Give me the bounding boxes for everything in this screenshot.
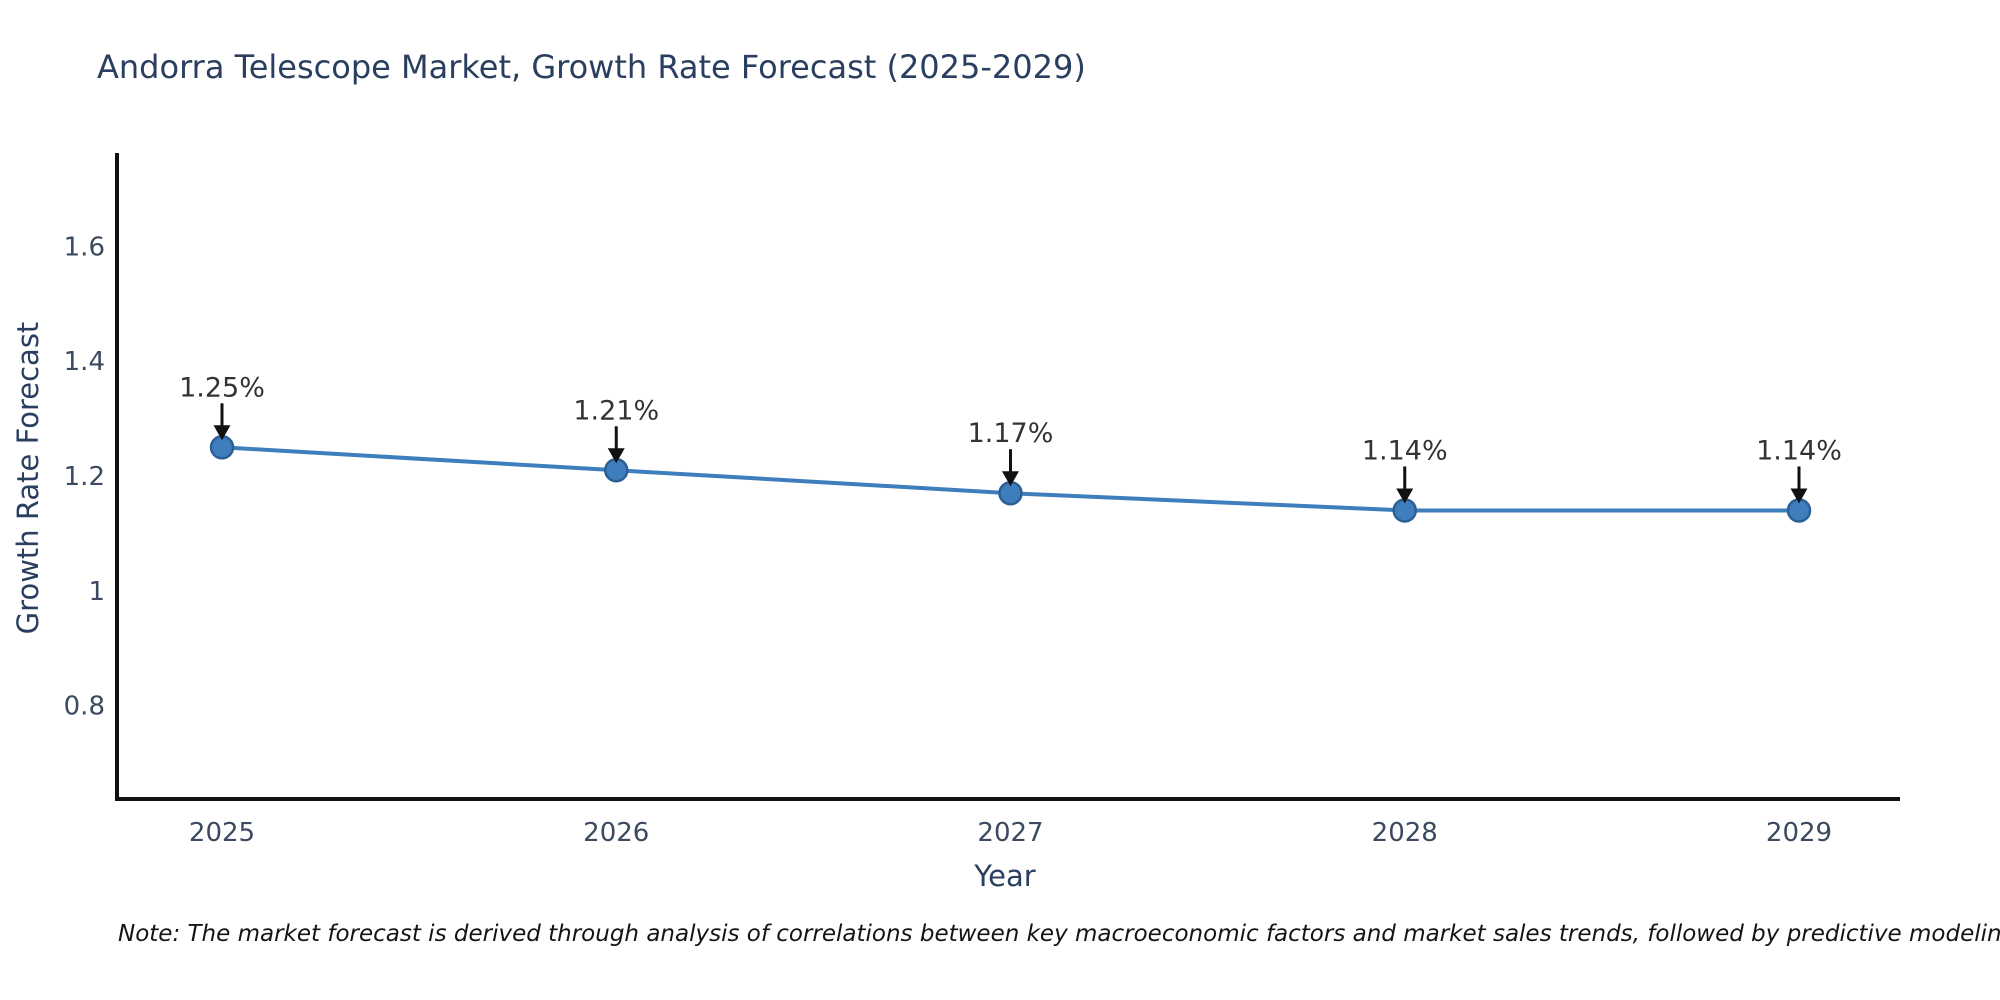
annotation-arrowhead-icon xyxy=(1396,488,1414,504)
x-axis-tick-labels: 2025 2026 2027 2028 2029 xyxy=(189,818,1832,848)
annotation-arrowhead-icon xyxy=(1002,471,1019,487)
point-value-label: 1.14% xyxy=(1756,435,1842,466)
point-value-label: 1.21% xyxy=(573,395,659,426)
y-tick-label: 1.4 xyxy=(64,347,105,377)
x-tick-label: 2025 xyxy=(189,818,255,848)
y-tick-label: 1.6 xyxy=(64,232,105,262)
point-annotations: 1.25% 1.21% 1.17% 1.14% 1.14% xyxy=(179,372,1842,504)
point-value-label: 1.25% xyxy=(179,372,265,403)
annotation-arrowhead-icon xyxy=(213,425,231,441)
chart-title: Andorra Telescope Market, Growth Rate Fo… xyxy=(97,48,1086,86)
x-tick-label: 2026 xyxy=(583,818,649,848)
x-tick-label: 2027 xyxy=(977,818,1043,848)
point-value-label: 1.14% xyxy=(1362,435,1448,466)
annotation-arrowhead-icon xyxy=(1790,488,1808,504)
x-axis-title: Year xyxy=(974,859,1036,893)
y-tick-label: 1.2 xyxy=(64,462,105,492)
y-tick-label: 1 xyxy=(88,577,105,607)
x-tick-label: 2028 xyxy=(1372,818,1438,848)
annotation-arrowhead-icon xyxy=(607,448,625,464)
y-tick-label: 0.8 xyxy=(64,692,105,722)
x-tick-label: 2029 xyxy=(1766,818,1832,848)
chart-footnote: Note: The market forecast is derived thr… xyxy=(118,921,2000,947)
point-value-label: 1.17% xyxy=(968,418,1054,449)
y-axis-tick-labels: 0.8 1 1.2 1.4 1.6 xyxy=(64,232,105,721)
